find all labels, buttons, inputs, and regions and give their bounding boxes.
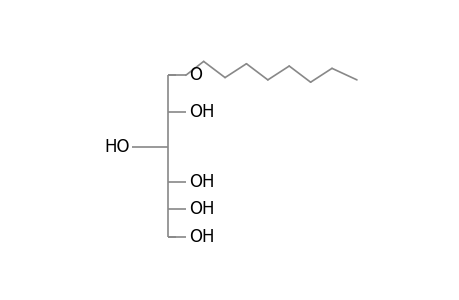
Text: OH: OH (188, 200, 214, 218)
Text: OH: OH (188, 228, 214, 246)
Text: OH: OH (188, 103, 214, 121)
Text: HO: HO (104, 138, 129, 156)
Text: O: O (188, 66, 201, 84)
Text: OH: OH (188, 172, 214, 190)
